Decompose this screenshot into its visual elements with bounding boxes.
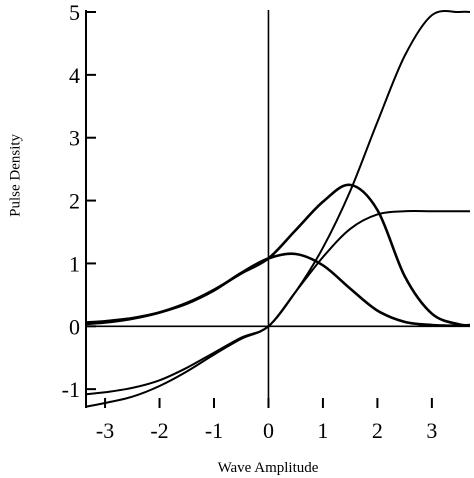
y-tick-label: 5	[69, 0, 80, 25]
x-tick-label: 1	[317, 418, 328, 443]
y-tick-label: 2	[69, 189, 80, 214]
x-tick-label: -2	[150, 418, 168, 443]
series-line-4	[85, 10, 471, 396]
x-ticks: -3 -2 -1 0 1 2 3	[96, 398, 437, 443]
x-tick-label: 0	[263, 418, 274, 443]
y-ticks: -1 0 1 2 3 4 5	[62, 0, 96, 402]
curves-layer	[85, 10, 471, 408]
y-tick-label: -1	[62, 377, 80, 402]
series-line-3	[85, 210, 470, 408]
series-line-2	[85, 183, 471, 327]
y-tick-label: 1	[69, 251, 80, 276]
x-tick-label: 3	[426, 418, 437, 443]
y-tick-label: 3	[69, 126, 80, 151]
y-axis-title: Pulse Density	[7, 133, 23, 216]
x-tick-label: -1	[205, 418, 223, 443]
y-tick-label: 4	[69, 63, 80, 88]
x-axis-title: Wave Amplitude	[218, 460, 319, 476]
x-tick-label: 2	[372, 418, 383, 443]
y-tick-label: 0	[69, 314, 80, 339]
x-tick-label: -3	[96, 418, 114, 443]
